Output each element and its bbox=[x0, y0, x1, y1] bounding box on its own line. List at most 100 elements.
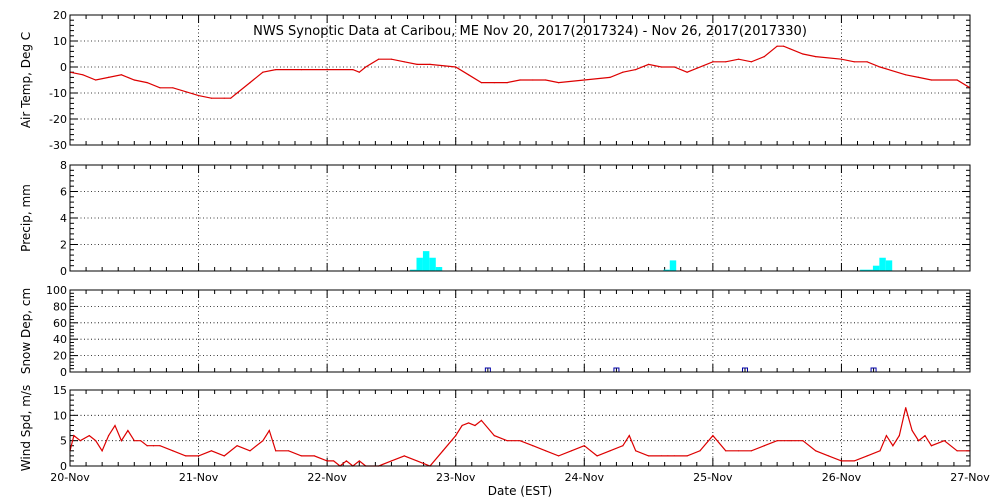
y-tick-label: 100 bbox=[46, 284, 67, 297]
precip-bar bbox=[416, 257, 423, 271]
wind_spd-point bbox=[249, 450, 251, 452]
y-axis-title: Precip, mm bbox=[19, 184, 33, 252]
air_temp-point bbox=[493, 82, 495, 84]
air_temp-point bbox=[365, 66, 367, 68]
wind_spd-point bbox=[159, 445, 161, 447]
panel-precip: 0 2 4 6 8 Precip, mm bbox=[19, 159, 971, 278]
wind_spd-point bbox=[667, 455, 669, 457]
wind_spd-point bbox=[127, 429, 129, 432]
wind_spd-point bbox=[480, 419, 483, 421]
wind_spd-point bbox=[583, 445, 585, 447]
wind_spd-point bbox=[853, 460, 855, 462]
wind_spd-point bbox=[467, 422, 470, 424]
wind_spd-point bbox=[802, 440, 804, 442]
wind_spd-point bbox=[898, 435, 900, 437]
wind_spd-point bbox=[776, 440, 778, 442]
wind_spd-point bbox=[152, 445, 155, 447]
y-tick-label: 0 bbox=[60, 366, 67, 379]
wind_spd-point bbox=[647, 455, 650, 457]
air_temp-point bbox=[956, 79, 958, 81]
y-tick-label: -10 bbox=[49, 87, 67, 100]
wind_spd-point bbox=[712, 435, 714, 437]
air_temp-point bbox=[95, 79, 97, 81]
chart-title: NWS Synoptic Data at Caribou, ME Nov 20,… bbox=[253, 24, 807, 39]
wind_spd-point bbox=[911, 429, 913, 432]
air_temp-point bbox=[557, 82, 560, 84]
wind_spd-point bbox=[390, 460, 393, 462]
panel-snow_dep: 0 20 40 60 80 100 Snow Dep, cm bbox=[19, 284, 971, 379]
y-tick-label: -30 bbox=[49, 139, 67, 152]
precip-bar bbox=[429, 257, 436, 271]
air_temp-point bbox=[120, 74, 123, 76]
air_temp-point bbox=[545, 79, 547, 81]
precip-bar bbox=[663, 269, 670, 271]
y-tick-label: 10 bbox=[53, 35, 67, 48]
wind_spd-point bbox=[635, 450, 637, 452]
wind_spd-point bbox=[557, 455, 560, 457]
air_temp-point bbox=[802, 53, 804, 55]
air_temp-point bbox=[673, 66, 675, 68]
precip-bar bbox=[885, 260, 893, 271]
wind_spd-point bbox=[223, 455, 225, 457]
air_temp-point bbox=[159, 87, 161, 89]
y-tick-label: 6 bbox=[60, 186, 67, 199]
precip-bar bbox=[669, 260, 677, 271]
wind_spd-point bbox=[930, 445, 933, 447]
wind_spd-point bbox=[879, 450, 881, 452]
air_temp-point bbox=[146, 82, 148, 84]
y-axis-title: Air Temp, Deg C bbox=[19, 32, 33, 128]
y-tick-label: 4 bbox=[60, 212, 67, 225]
x-tick-label: 24-Nov bbox=[565, 471, 605, 484]
air_temp-point bbox=[782, 45, 785, 47]
wind_spd-point bbox=[326, 460, 328, 462]
wind_spd-point bbox=[596, 455, 598, 457]
air_temp-point bbox=[429, 63, 431, 65]
x-tick-label: 22-Nov bbox=[307, 471, 347, 484]
air_temp-point bbox=[480, 82, 483, 84]
panel-frame bbox=[69, 289, 971, 373]
wind_spd-point bbox=[532, 445, 534, 447]
wind_spd-series-line bbox=[69, 407, 970, 467]
x-axis-title: Date (EST) bbox=[488, 484, 552, 498]
air_temp-point bbox=[262, 71, 264, 73]
wind_spd-point bbox=[699, 450, 701, 452]
precip-bar bbox=[866, 269, 873, 271]
wind_spd-point bbox=[519, 440, 521, 442]
wind_spd-point bbox=[590, 450, 592, 452]
wind_spd-point bbox=[332, 460, 335, 462]
y-tick-label: 20 bbox=[53, 350, 67, 363]
precip-bar bbox=[879, 257, 886, 271]
air_temp-point bbox=[236, 92, 238, 94]
air_temp-point bbox=[660, 66, 663, 68]
air_temp-point bbox=[223, 97, 225, 99]
air_temp-point bbox=[686, 71, 688, 73]
wind_spd-point bbox=[673, 455, 675, 457]
air_temp-point bbox=[326, 69, 328, 71]
y-tick-label: 15 bbox=[53, 384, 67, 397]
wind_spd-point bbox=[840, 460, 843, 462]
wind_spd-point bbox=[866, 455, 868, 457]
wind_spd-point bbox=[905, 407, 907, 409]
wind_spd-point bbox=[570, 450, 573, 452]
wind_spd-point bbox=[455, 435, 457, 437]
x-tick-label: 25-Nov bbox=[693, 471, 733, 484]
y-tick-label: -20 bbox=[49, 113, 67, 126]
x-tick-label: 21-Nov bbox=[179, 471, 219, 484]
air_temp-point bbox=[763, 56, 765, 58]
wind_spd-point bbox=[506, 440, 508, 442]
wind_spd-point bbox=[725, 450, 727, 452]
y-tick-label: 5 bbox=[60, 435, 67, 448]
wind_spd-point bbox=[236, 445, 238, 447]
wind_spd-point bbox=[628, 435, 630, 437]
air_temp-point bbox=[532, 79, 534, 81]
air_temp-point bbox=[377, 58, 380, 60]
air_temp-point bbox=[107, 76, 110, 78]
wind_spd-point bbox=[79, 440, 81, 442]
wind_spd-point bbox=[622, 445, 624, 447]
panel-air_temp: -30 -20 -10 0 10 20 Air Temp, Deg C bbox=[19, 9, 971, 152]
air_temp-point bbox=[789, 48, 791, 50]
wind_spd-point bbox=[892, 445, 894, 447]
wind_spd-point bbox=[287, 450, 290, 452]
air_temp-point bbox=[930, 79, 933, 81]
panels-layer: -30 -20 -10 0 10 20 Air Temp, Deg C 0 2 4 6 8 Precip… bbox=[19, 9, 990, 484]
